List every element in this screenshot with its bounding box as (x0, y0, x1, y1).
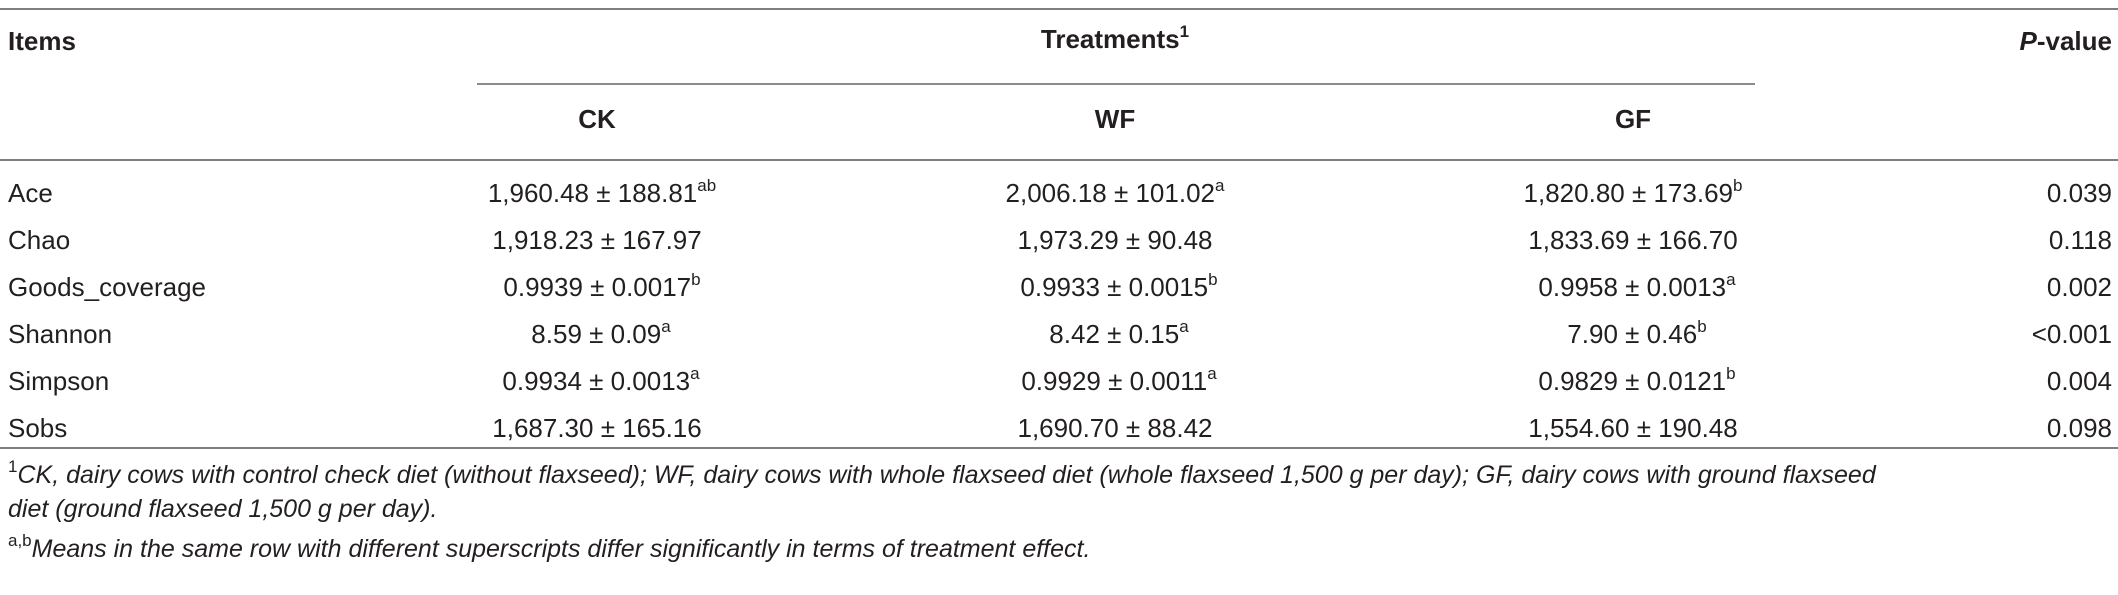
cell-superscript: a (1726, 270, 1736, 289)
column-header-pvalue: P-value (2020, 26, 2113, 56)
cell-gf: 0.9958 ± 0.0013a (1538, 270, 1736, 302)
footnote-marker: a,b (8, 531, 32, 550)
footnote-text: Means in the same row with different sup… (31, 535, 1091, 563)
cell-wf: 0.9933 ± 0.0015b (1020, 270, 1218, 302)
cell-superscript: ab (697, 176, 717, 195)
cell-pvalue: 0.039 (2046, 178, 2112, 208)
cell-superscript: b (1732, 176, 1743, 195)
footnote-1-continued: diet (ground flaxseed 1,500 g per day). (8, 495, 438, 523)
cell-gf: 0.9829 ± 0.0121b (1538, 364, 1736, 396)
cell-wf: 0.9929 ± 0.0011a (1021, 364, 1217, 396)
cell-value: 0.9958 ± 0.0013 (1538, 272, 1727, 302)
cell-ck: 0.9934 ± 0.0013a (502, 364, 700, 396)
cell-ck: 0.9939 ± 0.0017b (503, 270, 701, 302)
cell-value: 2,006.18 ± 101.02 (1005, 178, 1215, 208)
cell-superscript: a (690, 364, 700, 383)
table-bottom-rule (0, 447, 2118, 449)
cell-gf: 1,820.80 ± 173.69b (1523, 176, 1743, 208)
cell-superscript: a (661, 317, 671, 336)
cell-value: 7.90 ± 0.46 (1567, 319, 1698, 349)
cell-superscript: a (1214, 176, 1225, 195)
header-bottom-rule (0, 159, 2118, 161)
cell-gf: 1,833.69 ± 166.70 (1528, 225, 1738, 255)
row-item: Goods_coverage (8, 272, 207, 302)
cell-ck: 8.59 ± 0.09a (531, 317, 671, 349)
cell-value: 1,820.80 ± 173.69 (1523, 178, 1733, 208)
column-header-wf: WF (1094, 104, 1136, 134)
cell-superscript: b (691, 270, 701, 289)
cell-value: 8.59 ± 0.09 (531, 319, 662, 349)
cell-pvalue: 0.002 (2046, 272, 2112, 302)
row-item: Chao (8, 225, 71, 255)
cell-ck: 1,960.48 ± 188.81ab (487, 176, 717, 208)
cell-value: 0.9939 ± 0.0017 (503, 272, 692, 302)
cell-ck: 1,918.23 ± 167.97 (492, 225, 702, 255)
footnote-2: a,bMeans in the same row with different … (8, 532, 1090, 566)
treatments-subheader-rule (477, 83, 1755, 85)
cell-value: 8.42 ± 0.15 (1049, 319, 1180, 349)
cell-wf: 2,006.18 ± 101.02a (1005, 176, 1225, 208)
footnote-marker: 1 (8, 457, 18, 476)
pvalue-suffix: -value (2036, 26, 2112, 56)
cell-wf: 8.42 ± 0.15a (1049, 317, 1189, 349)
cell-pvalue: 0.004 (2046, 366, 2112, 396)
cell-superscript: a (1207, 364, 1217, 383)
cell-pvalue: 0.098 (2046, 413, 2112, 443)
cell-value: 0.9934 ± 0.0013 (502, 366, 691, 396)
table-top-rule (0, 8, 2118, 10)
cell-ck: 1,687.30 ± 165.16 (492, 413, 702, 443)
cell-pvalue: 0.118 (2048, 225, 2112, 255)
cell-superscript: b (1208, 270, 1218, 289)
column-header-items: Items (8, 26, 76, 56)
cell-gf: 1,554.60 ± 190.48 (1528, 413, 1738, 443)
pvalue-italic-p: P (2019, 26, 2037, 56)
treatments-footnote-marker: 1 (1179, 22, 1190, 41)
footnote-text: CK, dairy cows with control check diet (… (17, 461, 1876, 489)
treatments-label: Treatments (1040, 24, 1180, 54)
cell-value: 0.9929 ± 0.0011 (1021, 366, 1208, 396)
cell-gf: 7.90 ± 0.46b (1567, 317, 1707, 349)
cell-superscript: a (1179, 317, 1189, 336)
row-item: Ace (8, 178, 53, 208)
cell-superscript: b (1726, 364, 1736, 383)
column-header-treatments: Treatments1 (1040, 22, 1190, 54)
column-header-ck: CK (578, 104, 616, 134)
cell-value: 1,960.48 ± 188.81 (487, 178, 698, 208)
column-header-gf: GF (1614, 104, 1652, 134)
cell-value: 0.9933 ± 0.0015 (1020, 272, 1209, 302)
row-item: Sobs (8, 413, 68, 443)
cell-value: 0.9829 ± 0.0121 (1538, 366, 1727, 396)
footnote-1: 1CK, dairy cows with control check diet … (8, 458, 1876, 492)
cell-wf: 1,690.70 ± 88.42 (1017, 413, 1213, 443)
cell-pvalue: <0.001 (2031, 319, 2112, 349)
row-item: Shannon (8, 319, 113, 349)
cell-wf: 1,973.29 ± 90.48 (1017, 225, 1213, 255)
row-item: Simpson (8, 366, 110, 396)
cell-superscript: b (1697, 317, 1707, 336)
